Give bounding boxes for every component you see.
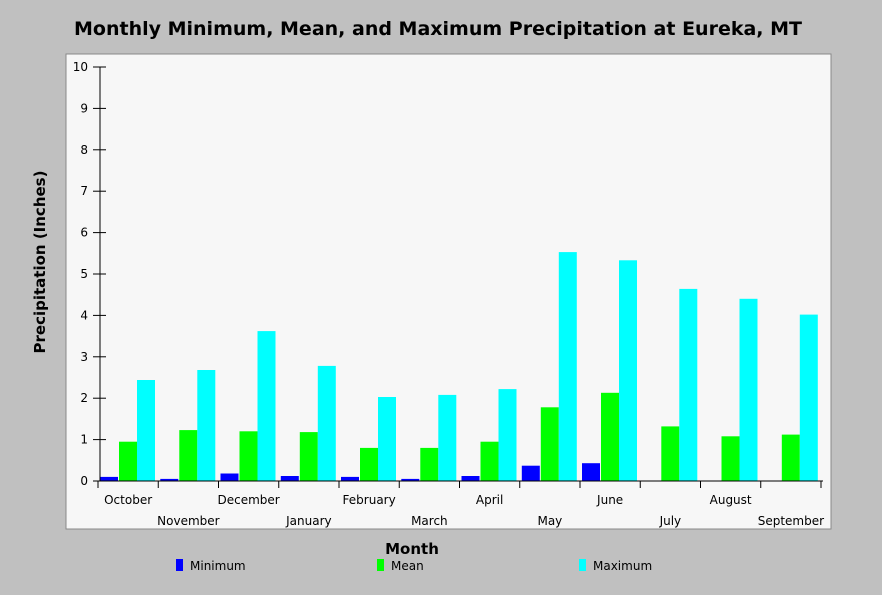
- legend-label-maximum: Maximum: [593, 559, 653, 573]
- legend-item-maximum: Maximum: [579, 559, 652, 573]
- bar-maximum-march: [438, 394, 457, 481]
- bar-minimum-february: [341, 476, 359, 481]
- x-tick-label-march: March: [411, 514, 448, 528]
- chart-title: Monthly Minimum, Mean, and Maximum Preci…: [74, 18, 802, 40]
- bar-minimum-november: [160, 478, 179, 481]
- legend-label-mean: Mean: [391, 559, 424, 573]
- x-tick-label-september: September: [758, 514, 824, 528]
- bar-mean-february: [360, 447, 378, 481]
- bar-minimum-june: [582, 463, 600, 481]
- x-tick-label-june: June: [596, 493, 623, 507]
- bar-maximum-october: [137, 380, 155, 481]
- bar-mean-august: [721, 436, 740, 481]
- y-tick-label: 5: [80, 267, 88, 281]
- legend-swatch-minimum: [176, 559, 183, 571]
- bar-mean-november: [179, 430, 198, 481]
- x-tick-label-december: December: [218, 493, 280, 507]
- x-tick-label-may: May: [537, 514, 562, 528]
- legend-label-minimum: Minimum: [190, 559, 246, 573]
- y-tick-label: 6: [80, 226, 88, 240]
- bar-maximum-may: [558, 252, 577, 481]
- x-axis-title: Month: [385, 540, 439, 558]
- y-tick-label: 10: [73, 60, 88, 74]
- bar-mean-may: [540, 407, 559, 481]
- bar-minimum-october: [100, 476, 118, 481]
- bar-mean-january: [299, 432, 318, 481]
- bar-minimum-may: [521, 465, 540, 481]
- axes-group: 0 1 2 3 4 5 6 7 8 9 10 October November December Janua…: [73, 60, 824, 528]
- bar-minimum-march: [401, 478, 420, 481]
- y-tick-label: 8: [80, 143, 88, 157]
- bar-maximum-january: [317, 365, 336, 481]
- y-tick-label: 3: [80, 350, 88, 364]
- bar-maximum-july: [679, 288, 698, 481]
- bar-maximum-august: [739, 298, 758, 481]
- bar-maximum-september: [799, 314, 818, 481]
- legend-swatch-maximum: [579, 559, 586, 571]
- y-axis-title: Precipitation (Inches): [31, 170, 49, 354]
- x-tick-label-january: January: [285, 514, 332, 528]
- bar-mean-july: [661, 426, 680, 481]
- bar-mean-march: [420, 447, 439, 481]
- y-tick-label: 0: [80, 474, 88, 488]
- bar-maximum-june: [619, 260, 637, 481]
- x-tick-label-april: April: [476, 493, 503, 507]
- y-tick-label: 9: [80, 101, 88, 115]
- y-tick-label: 2: [80, 391, 88, 405]
- legend-item-minimum: Minimum: [176, 559, 246, 573]
- bar-mean-april: [480, 441, 499, 481]
- bar-mean-september: [781, 434, 800, 481]
- x-tick-label-july: July: [659, 514, 682, 528]
- y-tick-label: 4: [80, 308, 88, 322]
- bar-maximum-february: [378, 397, 396, 481]
- bar-minimum-april: [461, 476, 480, 481]
- y-tick-label: 1: [80, 433, 88, 447]
- bar-mean-june: [601, 392, 619, 481]
- x-tick-label-august: August: [710, 493, 752, 507]
- x-tick-label-november: November: [157, 514, 219, 528]
- x-tick-label-october: October: [104, 493, 152, 507]
- bar-mean-october: [119, 441, 137, 481]
- bar-maximum-december: [257, 331, 276, 481]
- bar-minimum-january: [280, 476, 299, 481]
- x-tick-label-february: February: [343, 493, 396, 507]
- bar-minimum-december: [220, 473, 239, 481]
- bar-maximum-november: [197, 370, 216, 481]
- bars-group: [100, 252, 818, 481]
- bar-mean-december: [239, 431, 258, 481]
- bar-maximum-april: [498, 389, 517, 481]
- y-tick-label: 7: [80, 184, 88, 198]
- legend-swatch-mean: [377, 559, 384, 571]
- legend-item-mean: Mean: [377, 559, 424, 573]
